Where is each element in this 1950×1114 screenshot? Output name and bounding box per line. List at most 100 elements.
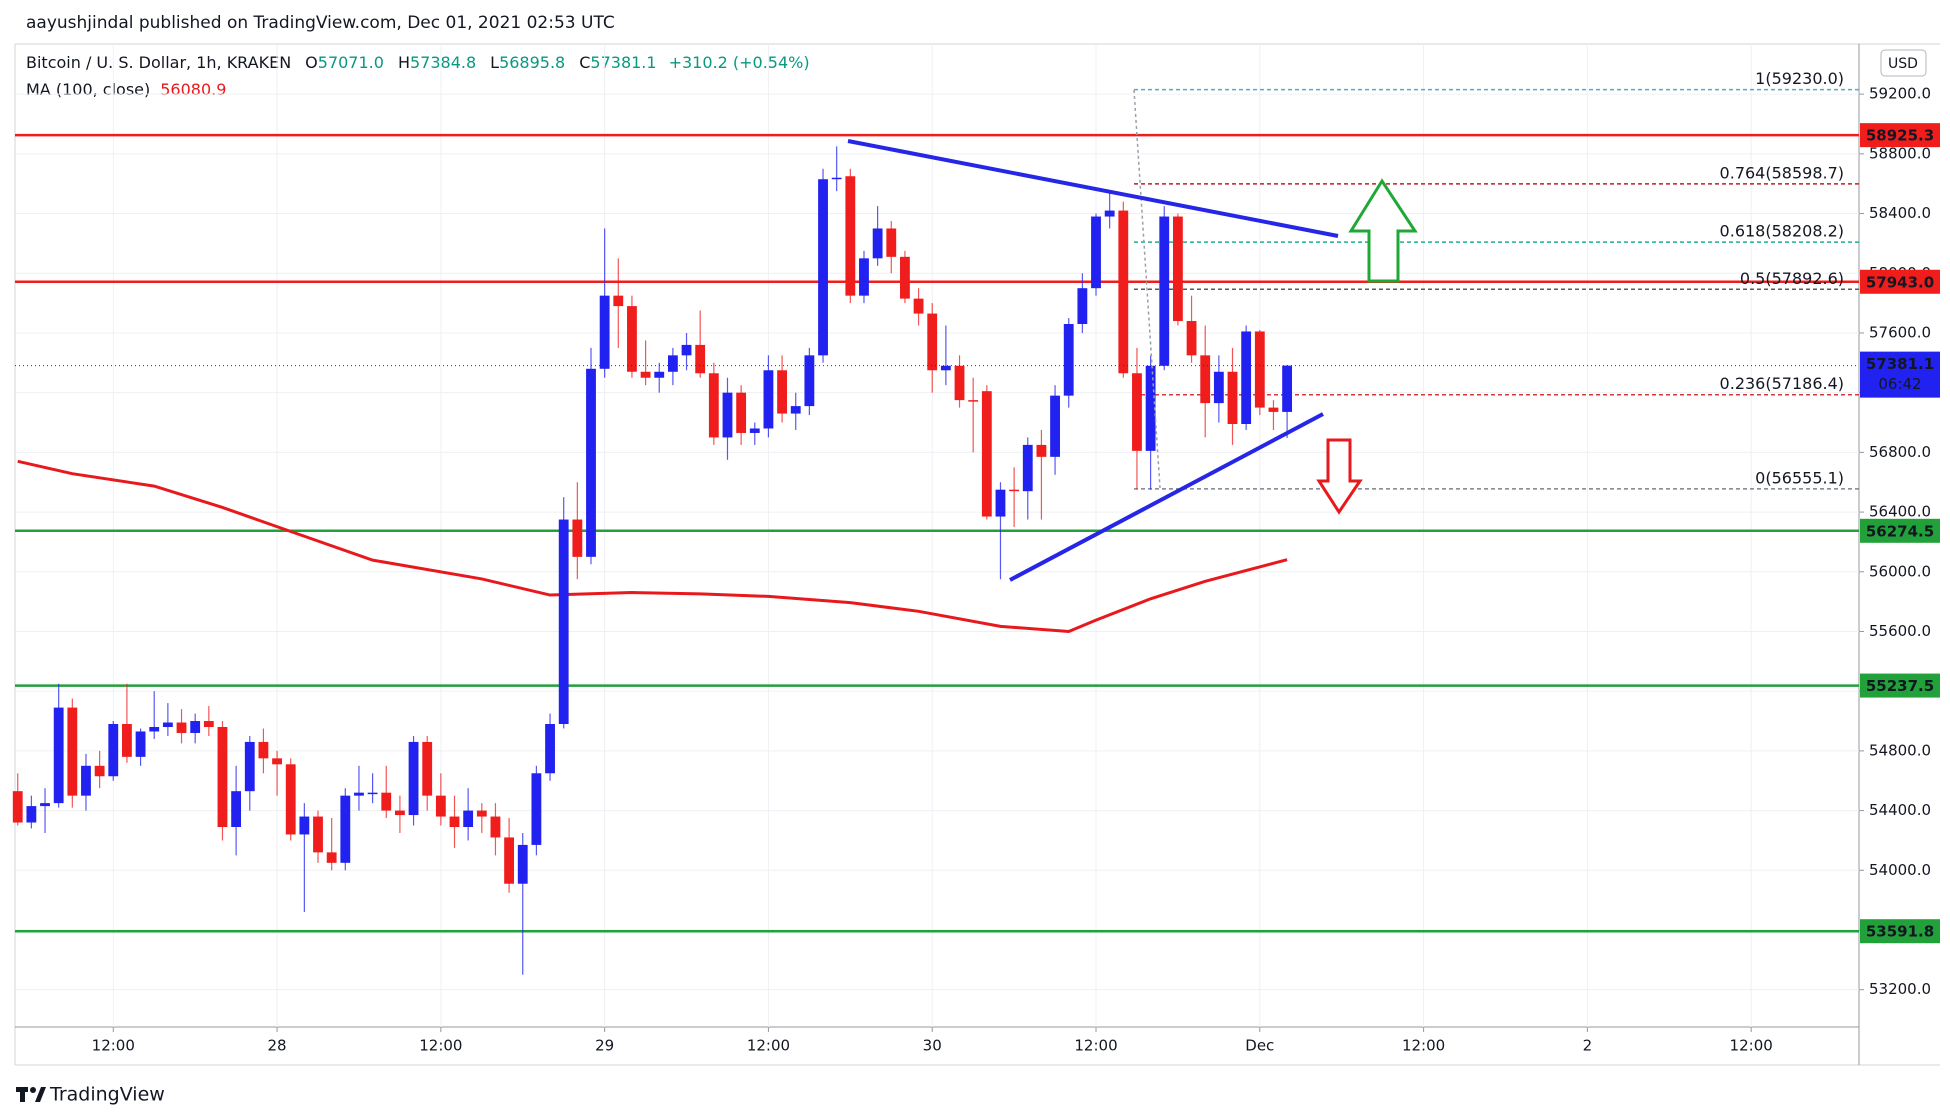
header: aayushjindal published on TradingView.co… [26, 13, 615, 33]
candle-body [504, 837, 515, 884]
candle-body [1050, 395, 1060, 457]
candle-body [162, 722, 173, 727]
x-tick-label: 12:00 [1074, 1037, 1117, 1055]
footer: TradingView [49, 1084, 165, 1106]
candle-body [681, 344, 692, 356]
candle-body [1213, 371, 1224, 404]
x-tick-label: 2 [1583, 1037, 1593, 1055]
legend-value: 57071.0 [318, 53, 384, 72]
countdown: 06:42 [1878, 375, 1921, 393]
candle-body [299, 816, 310, 835]
candle-body [244, 741, 255, 792]
x-tick-label: 29 [595, 1037, 614, 1055]
candle-body [831, 177, 842, 180]
candle-body [1022, 444, 1033, 492]
candle-body [1268, 407, 1279, 412]
candle-body [927, 313, 938, 371]
candle-body [586, 368, 596, 557]
price-box [1860, 351, 1940, 398]
candle-body [408, 741, 419, 816]
candle-body [1254, 331, 1265, 408]
candle-body [1159, 216, 1170, 366]
candle-body [94, 765, 105, 777]
legend-value: 57384.8 [410, 53, 476, 72]
candle-body [981, 391, 992, 517]
level-box [1860, 269, 1940, 294]
x-tick-label: 28 [268, 1037, 287, 1055]
candle-body [1104, 210, 1115, 217]
candle-body [708, 373, 719, 438]
candle-body [531, 773, 542, 845]
candle-body [872, 228, 883, 259]
candle-body [1091, 216, 1101, 289]
logo-part [35, 1087, 46, 1102]
candle-body [1200, 355, 1211, 404]
x-tick-label: Dec [1245, 1037, 1274, 1055]
candle-body [176, 722, 187, 733]
candle-body [640, 371, 651, 378]
ma-value: 56080.9 [160, 80, 226, 99]
x-tick-label: 12:00 [1730, 1037, 1773, 1055]
legend-value: 56895.8 [499, 53, 565, 72]
logo-part [20, 1087, 25, 1102]
down-arrow [1316, 438, 1363, 515]
fib-label: 0.5(57892.6) [1740, 269, 1844, 288]
currency-box[interactable] [1880, 49, 1927, 77]
legend-symbol: Bitcoin / U. S. Dollar, 1h, KRAKEN [26, 53, 291, 72]
y-tick-label: 58800.0 [1869, 144, 1931, 162]
candle-body [149, 726, 160, 732]
candle-body [845, 176, 856, 296]
candle-body [122, 724, 132, 757]
logo-part [30, 1087, 36, 1093]
plot: 53200.053600.054000.054400.054800.055200… [12, 44, 1940, 1055]
x-tick-label: 12:00 [747, 1037, 790, 1055]
candle-body [818, 179, 828, 356]
y-tick-label: 54000.0 [1869, 861, 1931, 879]
x-tick-label: 30 [923, 1037, 942, 1055]
level-box [1860, 123, 1940, 148]
frame [14, 43, 1940, 1066]
candle-body [217, 726, 228, 827]
level-label: 57943.0 [1866, 273, 1934, 291]
candle-body [463, 810, 474, 827]
currency[interactable]: USD [1888, 56, 1918, 72]
candle-body [231, 791, 242, 827]
candle-body [572, 519, 583, 557]
candle-body [313, 816, 323, 853]
candle-body [804, 355, 815, 407]
level-label: 58925.3 [1866, 127, 1934, 145]
candle-body [859, 258, 869, 296]
candle-body [26, 806, 37, 823]
x-tick-label: 12:00 [92, 1037, 135, 1055]
candle-body [1077, 288, 1088, 325]
fib-label: 1(59230.0) [1755, 69, 1844, 88]
up-arrow [1348, 178, 1418, 283]
candle-body [613, 295, 624, 307]
legend: Bitcoin / U. S. Dollar, 1h, KRAKEN O57071… [26, 53, 810, 72]
candle-body [1009, 489, 1020, 492]
candle-body [258, 741, 269, 759]
candle-body [954, 365, 965, 401]
candle-body [272, 758, 282, 765]
legend-key: C [579, 53, 590, 72]
fib-label: 0.236(57186.4) [1720, 374, 1844, 393]
candle-body [654, 371, 665, 378]
candle-body [53, 707, 64, 804]
legend-key: O [305, 53, 318, 72]
candle-body [422, 741, 433, 796]
ma-line [17, 459, 1288, 633]
candle-body [81, 765, 91, 796]
candle-body [1227, 371, 1238, 425]
candle-body [326, 852, 337, 863]
candle-body [627, 306, 637, 372]
legend-key: L [490, 53, 499, 72]
candle-body [1282, 365, 1293, 412]
candle-body [394, 810, 405, 816]
y-tick-label: 56000.0 [1869, 562, 1931, 580]
y-tick-label: 54800.0 [1869, 741, 1931, 759]
fib-trend [1133, 89, 1161, 489]
level-label: 56274.5 [1866, 522, 1934, 540]
candle-body [667, 355, 678, 372]
candle-body [1036, 444, 1047, 457]
